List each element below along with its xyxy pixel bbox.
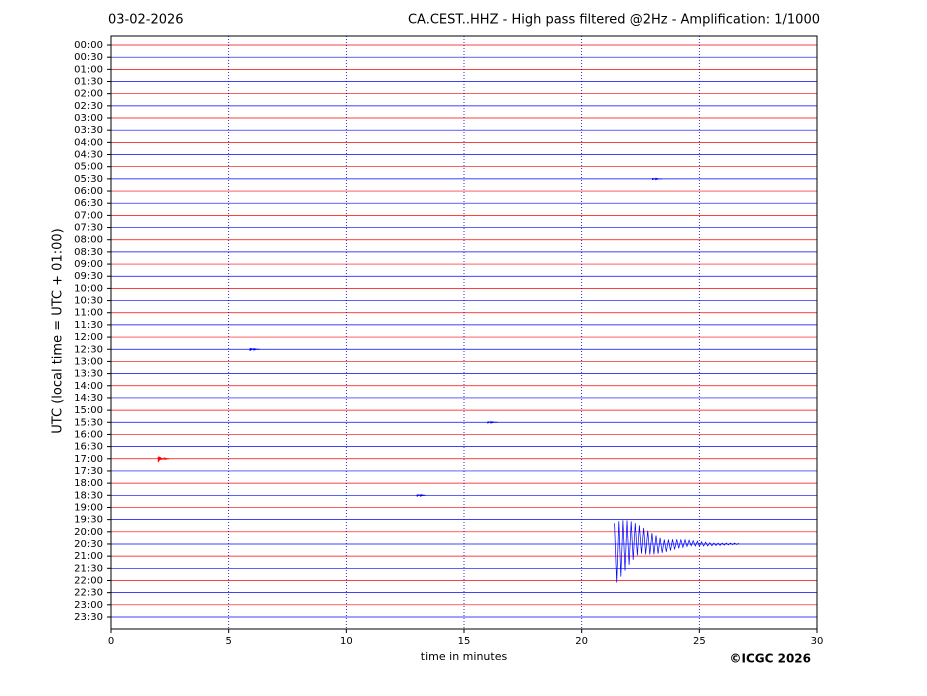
- y-tick-label: 16:00: [74, 429, 103, 440]
- chart-date: 03-02-2026: [108, 13, 184, 28]
- y-tick-label: 23:30: [74, 612, 103, 623]
- chart-title: CA.CEST..HHZ - High pass filtered @2Hz -…: [408, 13, 820, 28]
- y-tick-label: 09:00: [74, 259, 103, 270]
- y-tick-label: 18:30: [74, 490, 103, 501]
- y-tick-label: 20:30: [74, 539, 103, 550]
- y-tick-label: 14:00: [74, 381, 103, 392]
- y-axis-label: UTC (local time = UTC + 01:00): [51, 228, 66, 433]
- y-tick-label: 08:00: [74, 235, 103, 246]
- y-tick-label: 07:00: [74, 210, 103, 221]
- y-tick-label: 22:30: [74, 588, 103, 599]
- x-tick-label: 15: [458, 636, 471, 647]
- y-tick-label: 20:00: [74, 527, 103, 538]
- y-tick-label: 03:30: [74, 125, 103, 136]
- y-tick-label: 19:00: [74, 502, 103, 513]
- y-tick-label: 05:00: [74, 162, 103, 173]
- y-tick-label: 11:00: [74, 308, 103, 319]
- y-tick-label: 05:30: [74, 174, 103, 185]
- y-tick-label: 10:30: [74, 296, 103, 307]
- y-tick-label: 08:30: [74, 247, 103, 258]
- seismic-event: [487, 420, 498, 424]
- y-tick-label: 10:00: [74, 283, 103, 294]
- x-tick-label: 20: [575, 636, 588, 647]
- y-tick-label: 01:00: [74, 64, 103, 75]
- y-tick-label: 18:00: [74, 478, 103, 489]
- x-axis-label: time in minutes: [421, 650, 508, 663]
- x-tick-label: 5: [225, 636, 231, 647]
- y-tick-label: 13:00: [74, 356, 103, 367]
- y-tick-label: 02:30: [74, 101, 103, 112]
- y-tick-label: 22:00: [74, 575, 103, 586]
- y-tick-label: 17:00: [74, 454, 103, 465]
- seismic-event: [651, 177, 663, 181]
- y-tick-label: 07:30: [74, 223, 103, 234]
- y-tick-label: 17:30: [74, 466, 103, 477]
- y-tick-label: 15:00: [74, 405, 103, 416]
- y-tick-label: 02:00: [74, 89, 103, 100]
- y-tick-label: 12:30: [74, 344, 103, 355]
- y-tick-label: 16:30: [74, 442, 103, 453]
- y-tick-label: 21:00: [74, 551, 103, 562]
- x-tick-label: 25: [693, 636, 706, 647]
- y-tick-label: 06:00: [74, 186, 103, 197]
- seismic-event: [614, 520, 739, 583]
- y-tick-label: 12:00: [74, 332, 103, 343]
- plot-frame: [110, 35, 818, 630]
- y-tick-label: 03:00: [74, 113, 103, 124]
- y-tick-label: 04:00: [74, 137, 103, 148]
- y-tick-label: 00:30: [74, 52, 103, 63]
- y-tick-label: 11:30: [74, 320, 103, 331]
- x-tick-label: 30: [811, 636, 824, 647]
- y-tick-label: 21:30: [74, 563, 103, 574]
- y-tick-label: 13:30: [74, 369, 103, 380]
- y-tick-label: 23:00: [74, 600, 103, 611]
- seismic-event: [157, 456, 170, 463]
- seismic-event: [249, 347, 261, 352]
- y-tick-label: 15:30: [74, 417, 103, 428]
- x-tick-label: 0: [108, 636, 114, 647]
- y-tick-label: 14:30: [74, 393, 103, 404]
- seismic-event: [416, 493, 427, 498]
- y-tick-label: 00:00: [74, 40, 103, 51]
- y-tick-label: 01:30: [74, 77, 103, 88]
- y-tick-label: 09:30: [74, 271, 103, 282]
- y-tick-label: 19:30: [74, 515, 103, 526]
- copyright: ©ICGC 2026: [729, 652, 811, 666]
- x-tick-label: 10: [340, 636, 353, 647]
- y-tick-label: 04:30: [74, 150, 103, 161]
- y-tick-label: 06:30: [74, 198, 103, 209]
